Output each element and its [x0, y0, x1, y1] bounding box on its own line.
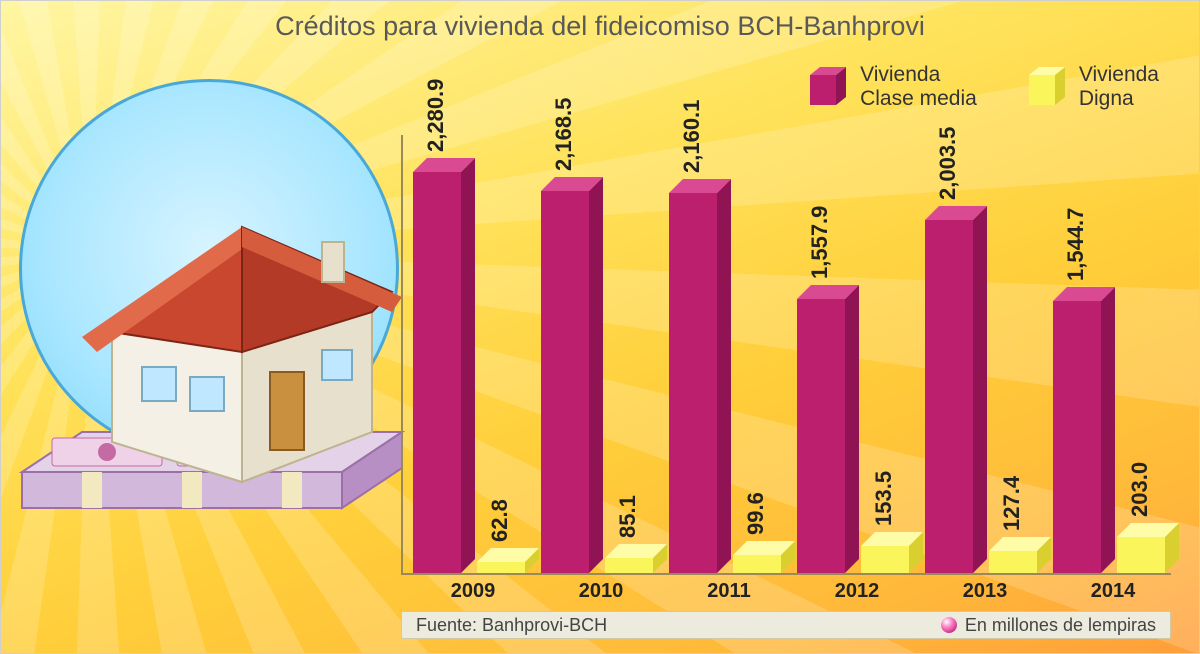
legend-text-line: Clase media [860, 87, 977, 111]
house-money-icon [0, 112, 432, 552]
bar-value-label: 2,280.9 [423, 78, 449, 151]
bar-value-label: 2,168.5 [551, 98, 577, 171]
source-text: Fuente: Banhprovi-BCH [416, 615, 607, 636]
x-axis-label: 2011 [669, 580, 789, 603]
bar [989, 537, 1051, 573]
bar-group: 1,557.9153.52012 [797, 135, 917, 573]
bar-group: 1,544.7203.02014 [1053, 135, 1173, 573]
bar-value-label: 2,003.5 [935, 127, 961, 200]
bar [605, 544, 667, 573]
bar [413, 158, 475, 573]
bar [669, 179, 731, 573]
bar-group: 2,280.962.82009 [413, 135, 533, 573]
bar-value-label: 99.6 [743, 493, 769, 536]
bar-value-label: 153.5 [871, 471, 897, 526]
bar-value-label: 1,544.7 [1063, 208, 1089, 281]
bar-group: 2,003.5127.42013 [925, 135, 1045, 573]
legend-text-line: Vivienda [860, 63, 977, 87]
legend: Vivienda Clase media Vivienda Digna [806, 63, 1159, 111]
x-axis-label: 2012 [797, 580, 917, 603]
legend-label: Vivienda Digna [1079, 63, 1159, 111]
bar-value-label: 85.1 [615, 495, 641, 538]
unit-note: En millones de lempiras [941, 615, 1156, 636]
bar-value-label: 203.0 [1127, 462, 1153, 517]
cube-icon [806, 63, 850, 107]
legend-item-digna: Vivienda Digna [1025, 63, 1159, 111]
bar [925, 206, 987, 573]
bar-value-label: 2,160.1 [679, 99, 705, 172]
bar-group: 2,160.199.62011 [669, 135, 789, 573]
legend-label: Vivienda Clase media [860, 63, 977, 111]
x-axis-label: 2014 [1053, 580, 1173, 603]
bar-value-label: 127.4 [999, 476, 1025, 531]
chart-title: Créditos para vivienda del fideicomiso B… [1, 11, 1199, 42]
bar [477, 548, 539, 573]
x-axis-label: 2010 [541, 580, 661, 603]
bar-value-label: 62.8 [487, 499, 513, 542]
legend-text-line: Digna [1079, 87, 1159, 111]
legend-text-line: Vivienda [1079, 63, 1159, 87]
house-illustration-circle [19, 79, 399, 459]
bar-chart: 2,280.962.820092,168.585.120102,160.199.… [401, 135, 1171, 575]
legend-item-clase-media: Vivienda Clase media [806, 63, 977, 111]
bar-value-label: 1,557.9 [807, 205, 833, 278]
x-axis-label: 2009 [413, 580, 533, 603]
bar [1117, 523, 1179, 573]
bar [861, 532, 923, 573]
bar [733, 541, 795, 573]
x-axis-label: 2013 [925, 580, 1045, 603]
bar [797, 285, 859, 573]
bar [1053, 287, 1115, 573]
bar-group: 2,168.585.12010 [541, 135, 661, 573]
cube-icon [1025, 63, 1069, 107]
chart-footer: Fuente: Banhprovi-BCH En millones de lem… [401, 611, 1171, 639]
sphere-icon [941, 617, 957, 633]
infographic-canvas: Créditos para vivienda del fideicomiso B… [0, 0, 1200, 654]
unit-text: En millones de lempiras [965, 615, 1156, 636]
bar [541, 177, 603, 573]
